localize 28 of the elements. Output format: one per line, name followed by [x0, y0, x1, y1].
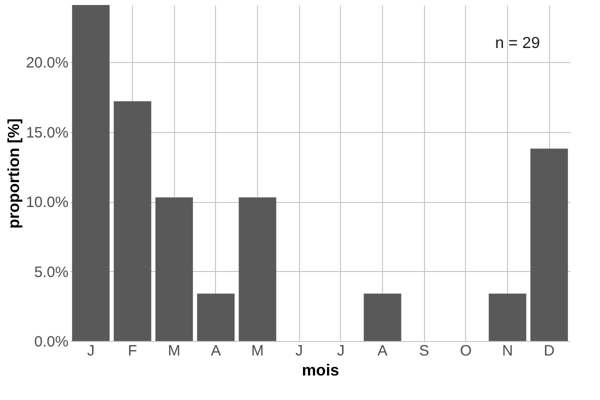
x-tick-label: A: [377, 342, 388, 360]
bar: [530, 148, 568, 341]
bar: [197, 294, 235, 341]
y-tick-label: 15.0%: [26, 124, 68, 142]
y-axis-title: proportion [%]: [6, 118, 23, 229]
x-tick-label: N: [502, 342, 513, 360]
x-tick-label: J: [87, 342, 95, 360]
x-tick-label: M: [168, 342, 180, 360]
bar: [238, 197, 276, 341]
x-axis-title: mois: [302, 362, 340, 380]
y-tick-label: 20.0%: [26, 54, 68, 72]
x-tick-label: M: [251, 342, 264, 360]
x-tick-label: O: [460, 342, 472, 360]
y-tick-label: 10.0%: [26, 194, 68, 212]
x-tick-label: J: [295, 342, 303, 360]
bar: [364, 294, 402, 341]
x-tick-label: J: [337, 342, 345, 360]
y-tick-label: 5.0%: [34, 264, 68, 281]
bar: [155, 197, 193, 341]
bar: [488, 294, 526, 341]
bar: [114, 101, 152, 341]
x-tick-label: S: [419, 342, 430, 360]
x-tick-label: A: [210, 342, 221, 360]
x-tick-label: F: [128, 342, 138, 360]
x-tick-label: D: [544, 342, 555, 360]
y-tick-label: 0.0%: [34, 334, 68, 350]
bar: [72, 5, 110, 341]
annotation: n = 29: [495, 35, 540, 52]
